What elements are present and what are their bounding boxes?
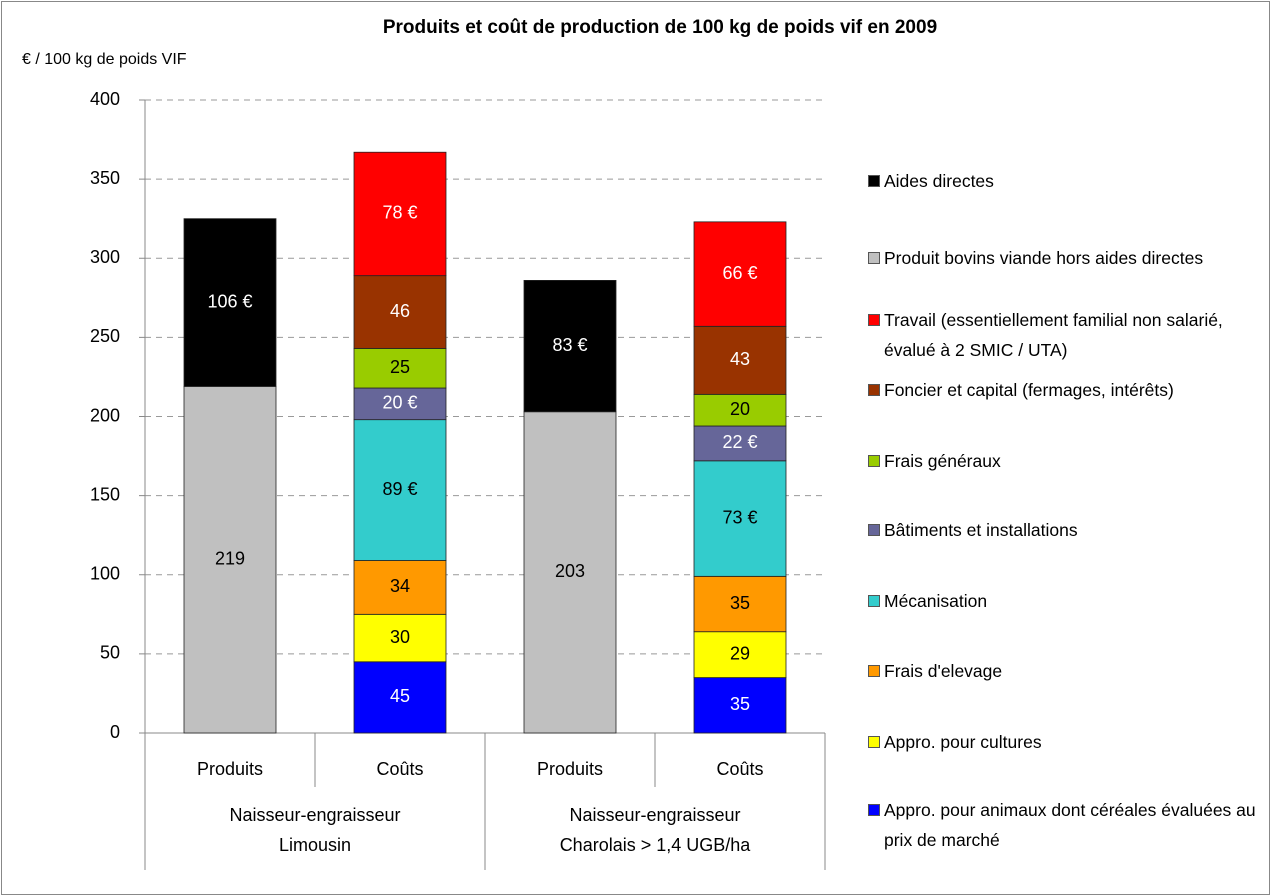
data-label: 78 € [382, 203, 417, 223]
data-label: 45 [390, 686, 410, 706]
legend-swatch [868, 665, 880, 677]
legend-swatch [868, 252, 880, 264]
bar-segment [183, 386, 277, 734]
legend-label: Frais généraux [884, 451, 1001, 471]
legend-swatch [868, 314, 880, 326]
data-label: 83 € [552, 335, 587, 355]
data-label: 66 € [722, 263, 757, 283]
data-label: 46 [390, 301, 410, 321]
y-tick-label: 350 [90, 168, 120, 188]
data-label: 73 € [722, 507, 757, 527]
bar-segment [353, 613, 447, 663]
data-label: 20 [730, 399, 750, 419]
legend-swatch [868, 384, 880, 396]
legend-swatch [868, 455, 880, 467]
data-label: 89 € [382, 479, 417, 499]
x-tick-label: Coûts [716, 759, 763, 779]
bar-segment [353, 348, 447, 389]
legend-swatch [868, 804, 880, 816]
data-label: 20 € [382, 393, 417, 413]
legend-label: Foncier et capital (fermages, intérêts) [884, 380, 1174, 400]
legend-label: Appro. pour animaux dont céréales évalué… [884, 800, 1256, 850]
legend-item: Appro. pour animaux dont céréales évalué… [868, 795, 1266, 855]
legend-swatch [868, 175, 880, 187]
data-label: 34 [390, 576, 410, 596]
data-label: 35 [730, 694, 750, 714]
x-tick-label: Produits [537, 759, 603, 779]
bar-segment [693, 631, 787, 679]
legend-item: Foncier et capital (fermages, intérêts) [868, 375, 1266, 405]
data-label: 219 [215, 548, 245, 568]
legend-label: Mécanisation [884, 591, 988, 611]
y-tick-label: 50 [100, 643, 120, 663]
x-tick-label: Produits [197, 759, 263, 779]
legend-label: Produit bovins viande hors aides directe… [884, 248, 1204, 268]
legend-item: Aides directes [868, 166, 1266, 196]
y-tick-label: 250 [90, 326, 120, 346]
bar-segment [693, 325, 787, 395]
bar-segment [523, 280, 617, 413]
data-label: 43 [730, 349, 750, 369]
legend-item: Frais d'elevage [868, 656, 1266, 686]
legend-item: Produit bovins viande hors aides directe… [868, 243, 1266, 273]
legend-swatch [868, 736, 880, 748]
legend-item: Frais généraux [868, 446, 1266, 476]
y-tick-label: 300 [90, 247, 120, 267]
bar-segment [353, 419, 447, 561]
data-label: 30 [390, 627, 410, 647]
legend-item: Travail (essentiellement familial non sa… [868, 305, 1266, 365]
bar-segment [353, 560, 447, 615]
data-label: 25 [390, 357, 410, 377]
legend-label: Bâtiments et installations [884, 520, 1078, 540]
y-tick-label: 0 [110, 722, 120, 742]
data-label: 35 [730, 593, 750, 613]
data-label: 29 [730, 643, 750, 663]
legend-label: Travail (essentiellement familial non sa… [884, 310, 1223, 360]
bar-segment [693, 221, 787, 327]
bar-segment [523, 411, 617, 734]
y-tick-label: 400 [90, 89, 120, 109]
bar-segment [353, 661, 447, 734]
legend-label: Frais d'elevage [884, 661, 1003, 681]
bar-segment [353, 151, 447, 277]
bar-segment [693, 575, 787, 633]
group-label: Naisseur-engraisseur Charolais > 1,4 UGB… [559, 805, 751, 855]
y-tick-label: 150 [90, 484, 120, 504]
bar-segment [693, 425, 787, 462]
legend-item: Mécanisation [868, 586, 1266, 616]
group-label: Naisseur-engraisseur Limousin [229, 805, 401, 855]
data-label: 22 € [722, 432, 757, 452]
bar-segment [183, 218, 277, 387]
legend-label: Aides directes [884, 171, 994, 191]
legend-swatch [868, 524, 880, 536]
bar-segment [353, 387, 447, 421]
legend-label: Appro. pour cultures [884, 732, 1042, 752]
legend-item: Bâtiments et installations [868, 515, 1266, 545]
legend-item: Appro. pour cultures [868, 727, 1266, 757]
x-tick-label: Coûts [376, 759, 423, 779]
data-label: 203 [555, 561, 585, 581]
y-axis-label: € / 100 kg de poids VIF [22, 51, 187, 68]
y-tick-label: 100 [90, 564, 120, 584]
data-label: 106 € [207, 291, 252, 311]
bar-segment [353, 275, 447, 349]
y-tick-label: 200 [90, 405, 120, 425]
bar-segment [693, 393, 787, 427]
legend-swatch [868, 595, 880, 607]
chart-title: Produits et coût de production de 100 kg… [383, 17, 937, 38]
